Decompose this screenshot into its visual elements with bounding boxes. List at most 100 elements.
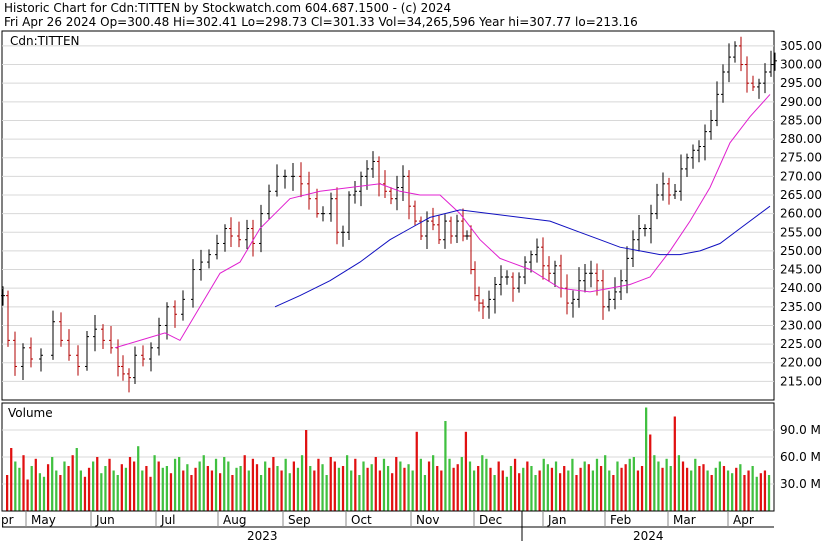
ohlc-bar <box>395 175 399 211</box>
price-tick-label: 265.00 <box>780 188 822 202</box>
volume-bar <box>210 470 214 511</box>
ohlc-bar <box>181 290 185 321</box>
ohlc-bar <box>449 216 453 244</box>
price-tick-label: 230.00 <box>780 318 822 332</box>
volume-bar <box>272 457 275 511</box>
year-label: 2024 <box>633 529 664 543</box>
month-label: Aug <box>223 513 246 527</box>
volume-bar <box>75 448 78 511</box>
volume-bar <box>34 458 37 511</box>
ohlc-bar <box>469 225 473 275</box>
volume-bar <box>161 467 164 511</box>
volume-bar <box>63 461 66 511</box>
volume-bar <box>657 461 660 511</box>
volume-bar <box>554 461 558 511</box>
volume-bar <box>100 473 103 511</box>
volume-bar <box>718 461 722 511</box>
volume-bar <box>317 458 320 511</box>
ohlc-bar <box>709 110 713 140</box>
volume-bar <box>231 475 234 511</box>
volume-bar <box>6 475 9 511</box>
volume-bar <box>731 473 734 511</box>
volume-bar <box>571 458 574 511</box>
volume-bar <box>190 475 193 511</box>
volume-bar <box>399 461 402 511</box>
volume-bar <box>735 467 738 511</box>
ohlc-bar <box>1 286 5 306</box>
ohlc-bar <box>407 170 411 220</box>
ohlc-bar <box>739 36 743 72</box>
ohlc-bar <box>149 342 153 372</box>
ohlc-bar <box>499 265 503 296</box>
volume-bar <box>391 473 394 511</box>
volume-bar <box>751 466 754 511</box>
ohlc-bar <box>443 214 447 249</box>
volume-bar <box>83 476 87 511</box>
volume-bar <box>448 458 451 511</box>
volume-bar <box>30 466 33 511</box>
ohlc-bar <box>173 300 177 328</box>
ohlc-bar <box>487 290 491 319</box>
volume-bar <box>690 470 693 511</box>
volume-bar <box>288 473 291 511</box>
volume-bar <box>522 467 525 511</box>
volume-bar <box>440 470 443 511</box>
volume-bar <box>706 470 709 511</box>
ohlc-bar <box>661 172 665 201</box>
volume-bar <box>280 470 283 511</box>
volume-bar <box>563 466 566 511</box>
ohlc-bar <box>307 171 311 210</box>
volume-bar <box>530 466 533 511</box>
volume-bar <box>292 461 295 511</box>
volume-bar <box>251 458 255 511</box>
volume-tick-label: 90.0 M <box>780 423 821 437</box>
ohlc-bar <box>473 261 477 301</box>
volume-bar <box>645 407 648 511</box>
volume-bar <box>464 431 468 511</box>
ohlc-bar <box>335 187 339 245</box>
ohlc-bar <box>275 164 279 197</box>
ohlc-bar <box>571 290 575 318</box>
volume-bar <box>452 467 455 511</box>
volume-bar <box>227 461 230 511</box>
volume-bar <box>501 470 504 511</box>
ohlc-bar <box>691 144 695 169</box>
volume-axis: 90.0 M 60.0 M 30.0 M <box>780 423 821 491</box>
ohlc-bar <box>315 188 319 218</box>
volume-bar <box>329 457 332 511</box>
volume-bar <box>632 457 635 511</box>
volume-bar <box>460 457 463 511</box>
price-tick-label: 225.00 <box>780 337 822 351</box>
ohlc-bars <box>1 36 777 393</box>
ohlc-bar <box>431 207 435 231</box>
ohlc-bar <box>607 290 611 312</box>
ohlc-bar <box>685 153 689 177</box>
ohlc-bar <box>461 208 465 242</box>
volume-bar <box>235 467 238 511</box>
volume-bar <box>67 466 70 511</box>
ohlc-bar <box>673 184 677 199</box>
volume-bar <box>214 458 218 511</box>
volume-bar <box>313 470 316 511</box>
volume-bar <box>763 470 767 511</box>
volume-bar <box>411 470 414 511</box>
volume-bar <box>665 458 668 511</box>
price-tick-label: 280.00 <box>780 132 822 146</box>
volume-bar <box>591 470 595 511</box>
volume-bar <box>141 470 144 511</box>
volume-bar <box>87 467 91 511</box>
ohlc-bar <box>529 250 533 273</box>
ohlc-bar <box>389 187 393 205</box>
volume-bar <box>628 458 631 511</box>
volume-bar <box>296 467 300 511</box>
volume-bar <box>587 464 590 511</box>
ohlc-bar <box>763 63 767 94</box>
volume-bar <box>436 466 439 511</box>
price-tick-label: 300.00 <box>780 58 822 72</box>
volume-bar <box>345 455 349 511</box>
volume-bar <box>173 458 177 511</box>
volume-bar <box>51 457 54 511</box>
symbol-label: Cdn:TITTEN <box>10 34 80 48</box>
price-tick-label: 215.00 <box>780 374 822 388</box>
ohlc-bar <box>413 200 417 226</box>
